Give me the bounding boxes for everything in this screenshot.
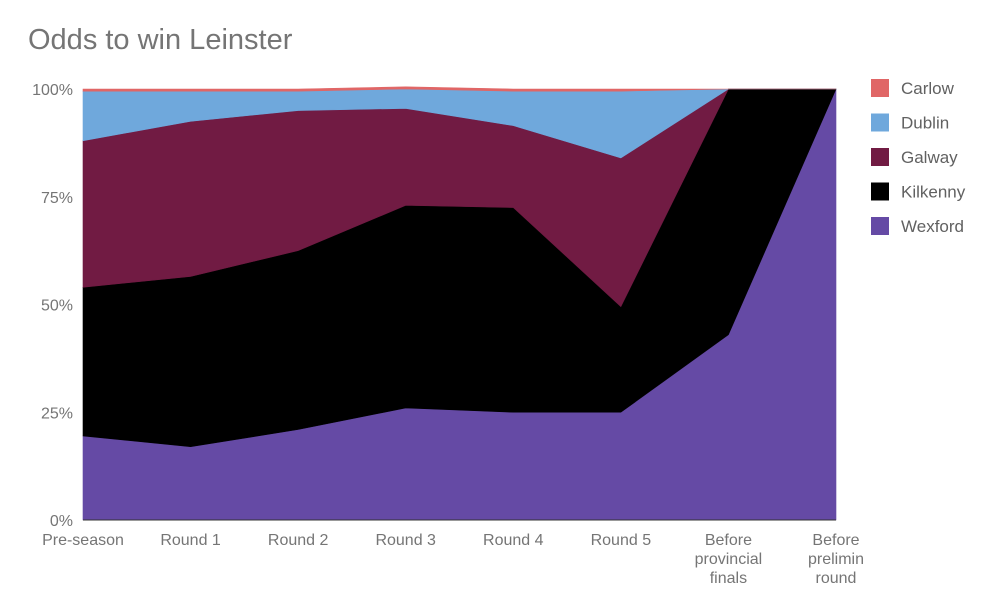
areas-layer [82, 86, 837, 521]
legend-label-kilkenny: Kilkenny [901, 183, 966, 202]
legend-label-galway: Galway [901, 148, 958, 167]
legend-swatch-kilkenny [871, 182, 889, 201]
x-tick-label: Round 5 [591, 532, 652, 549]
legend-swatch-carlow [871, 79, 889, 97]
x-tick-label: Before provincial finals [695, 532, 763, 587]
y-tick-label: 25% [41, 405, 73, 422]
chart-title: Odds to win Leinster [28, 24, 293, 56]
x-tick-label: Round 1 [160, 532, 221, 549]
y-tick-label: 50% [41, 298, 73, 315]
y-tick-label: 75% [41, 190, 73, 207]
x-tick-label: Round 2 [268, 532, 329, 549]
axis-layer: 0% 25% 50% 75% 100% Pre-season Round 1 Round 2 R… [32, 82, 864, 587]
legend-layer: Carlow Dublin Galway Kilkenny Wexford [871, 79, 966, 236]
y-tick-label: 0% [50, 513, 73, 530]
legend-label-carlow: Carlow [901, 79, 955, 98]
x-tick-label: Round 3 [375, 532, 436, 549]
x-tick-label: Pre-season [42, 532, 124, 549]
area-carlow [82, 86, 836, 92]
legend-swatch-dublin [871, 113, 889, 132]
legend-label-dublin: Dublin [901, 114, 949, 133]
legend-swatch-galway [871, 148, 889, 166]
x-tick-label: Round 4 [483, 532, 544, 549]
x-tick-label: Before prelimin round [808, 532, 864, 587]
legend-swatch-wexford [871, 217, 889, 235]
legend-label-wexford: Wexford [901, 217, 964, 236]
y-tick-label: 100% [32, 82, 73, 99]
